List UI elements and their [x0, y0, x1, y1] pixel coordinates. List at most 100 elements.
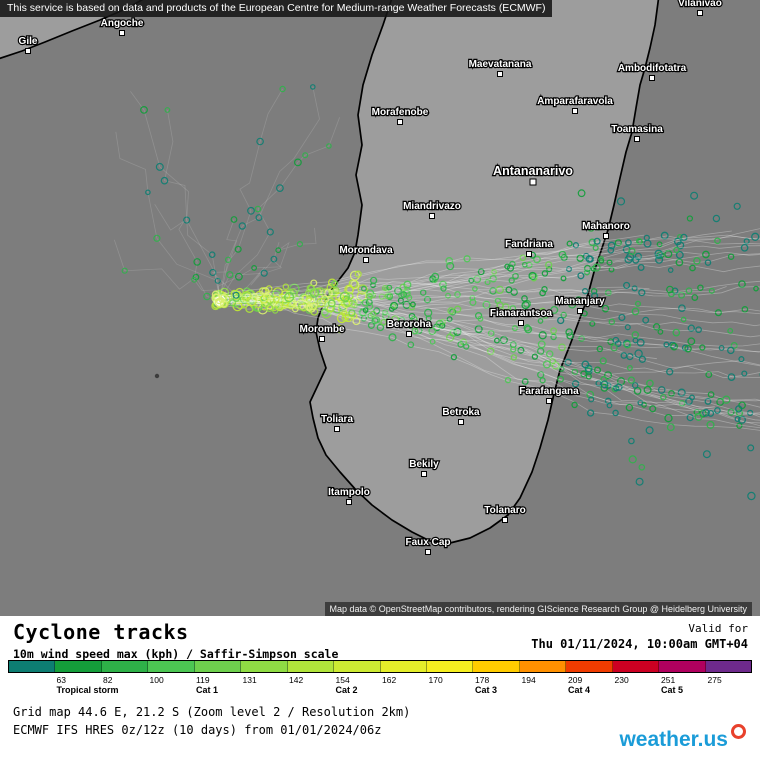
track-marker [614, 340, 622, 347]
map-canvas: Vilanivao Gile Angoche Maevatanana Ambodifot… [0, 0, 760, 555]
track-marker [672, 328, 681, 337]
track-marker [687, 324, 695, 332]
track-line [217, 227, 317, 301]
track-marker [673, 237, 682, 246]
track-marker [537, 318, 544, 324]
cyclone-track-map[interactable]: Vilanivao Gile Angoche Maevatanana Ambodifot… [0, 0, 760, 616]
track-marker [487, 330, 495, 337]
track-marker [606, 402, 613, 409]
track-marker [510, 354, 517, 361]
track-marker [435, 319, 444, 329]
track-marker [406, 294, 413, 301]
track-marker [620, 352, 628, 359]
track-marker [411, 327, 419, 335]
city-marker [425, 549, 431, 555]
city-marker [634, 136, 640, 142]
track-marker [508, 277, 515, 284]
track-marker [643, 385, 652, 394]
city-marker [518, 320, 524, 326]
track-marker [603, 371, 613, 380]
track-marker [678, 291, 686, 299]
track-marker [666, 285, 674, 294]
track-marker [594, 223, 602, 231]
track-marker [376, 323, 385, 332]
track-marker [571, 368, 579, 376]
track-marker [521, 378, 529, 386]
scale-segment [101, 661, 149, 672]
track-marker [335, 324, 345, 334]
track-marker [566, 332, 574, 340]
scale-tick-label: 142 [289, 675, 304, 685]
track-marker [357, 284, 368, 295]
scale-tick-label: 100 [149, 675, 164, 685]
scale-segment [9, 661, 56, 672]
track-marker [628, 247, 636, 255]
city-label: Beroroha [387, 319, 432, 330]
track-marker [255, 214, 263, 222]
city-label: Betroka [442, 407, 480, 418]
track-marker [310, 279, 318, 287]
track-marker [238, 222, 246, 230]
track-marker [743, 238, 750, 245]
scale-tick-label: 63 [56, 675, 66, 685]
scale-tick-label: 251 [661, 675, 676, 685]
track-marker [590, 287, 598, 295]
city-label: Faux Cap [405, 537, 450, 548]
track-line [219, 88, 283, 301]
color-scale-bar [8, 660, 752, 673]
track-marker [578, 335, 585, 342]
track-marker [608, 266, 615, 273]
track-marker [294, 158, 302, 167]
track-marker [593, 237, 601, 245]
track-marker [583, 264, 592, 272]
track-marker [382, 309, 389, 316]
track-line [216, 228, 760, 302]
city-marker [572, 108, 578, 114]
track-marker [279, 85, 286, 93]
track-marker [266, 228, 274, 236]
track-marker [265, 303, 274, 312]
track-marker [344, 314, 353, 323]
track-marker [261, 287, 270, 296]
track-marker [247, 206, 255, 215]
track-marker [542, 360, 551, 369]
track-marker [265, 300, 275, 310]
weather-us-logo[interactable]: weather.us [619, 724, 746, 752]
city-label: Morafenobe [372, 107, 429, 118]
track-marker [588, 238, 597, 247]
scale-segment [473, 661, 520, 672]
track-marker [673, 246, 680, 254]
track-marker [669, 341, 677, 349]
track-marker [550, 333, 557, 341]
scale-tick-label: 209 [568, 675, 583, 685]
track-marker [664, 250, 673, 259]
track-marker [686, 215, 694, 222]
track-marker [509, 260, 516, 268]
grid-info: Grid map 44.6 E, 21.2 S (Zoom level 2 / … [13, 705, 411, 719]
track-marker [472, 286, 478, 292]
track-marker [212, 293, 221, 302]
city-marker [406, 331, 412, 337]
track-marker [482, 300, 491, 309]
track-marker [654, 249, 663, 258]
scale-segment [194, 661, 242, 672]
track-marker [306, 284, 315, 293]
logo-text: weather.us [619, 728, 728, 751]
track-marker [585, 255, 594, 263]
track-marker [484, 279, 491, 286]
track-marker [565, 266, 573, 273]
city-marker [363, 257, 369, 263]
track-marker [477, 315, 484, 322]
city-label: Antananarivo [493, 164, 573, 178]
track-marker [232, 294, 241, 302]
track-marker [643, 234, 650, 242]
map-attribution[interactable]: Map data © OpenStreetMap contributors, r… [324, 602, 752, 616]
track-marker [558, 343, 566, 352]
track-marker [656, 241, 663, 248]
track-marker [445, 257, 454, 265]
city-marker [497, 71, 503, 77]
track-marker [693, 408, 701, 416]
track-marker [504, 376, 512, 384]
city-label: Miandrivazo [403, 201, 461, 212]
track-marker [600, 376, 608, 383]
